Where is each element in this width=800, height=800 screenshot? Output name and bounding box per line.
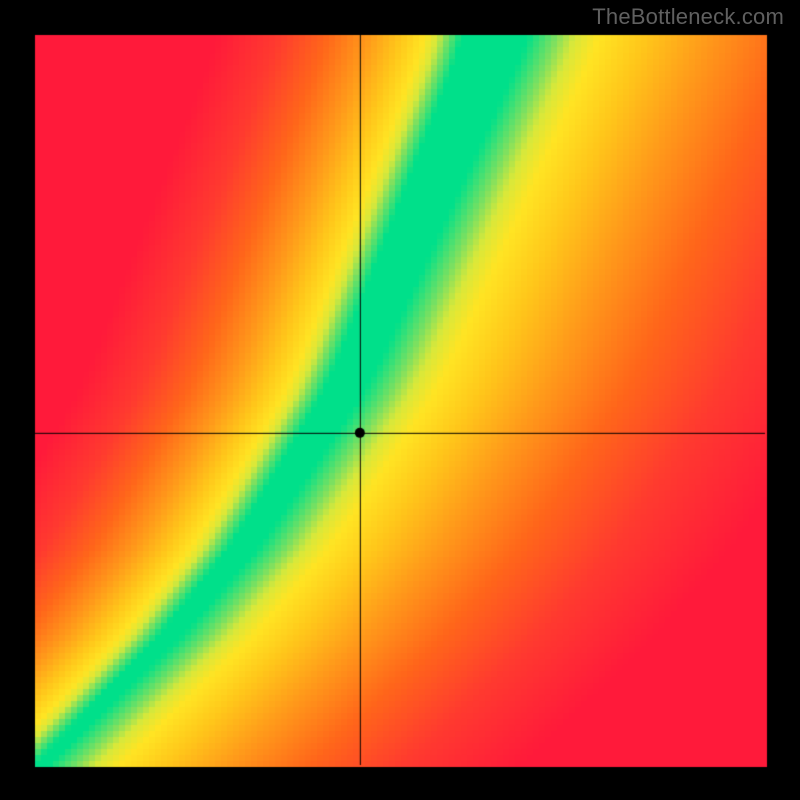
- attribution-label: TheBottleneck.com: [592, 4, 784, 30]
- chart-container: TheBottleneck.com: [0, 0, 800, 800]
- bottleneck-heatmap: [0, 0, 800, 800]
